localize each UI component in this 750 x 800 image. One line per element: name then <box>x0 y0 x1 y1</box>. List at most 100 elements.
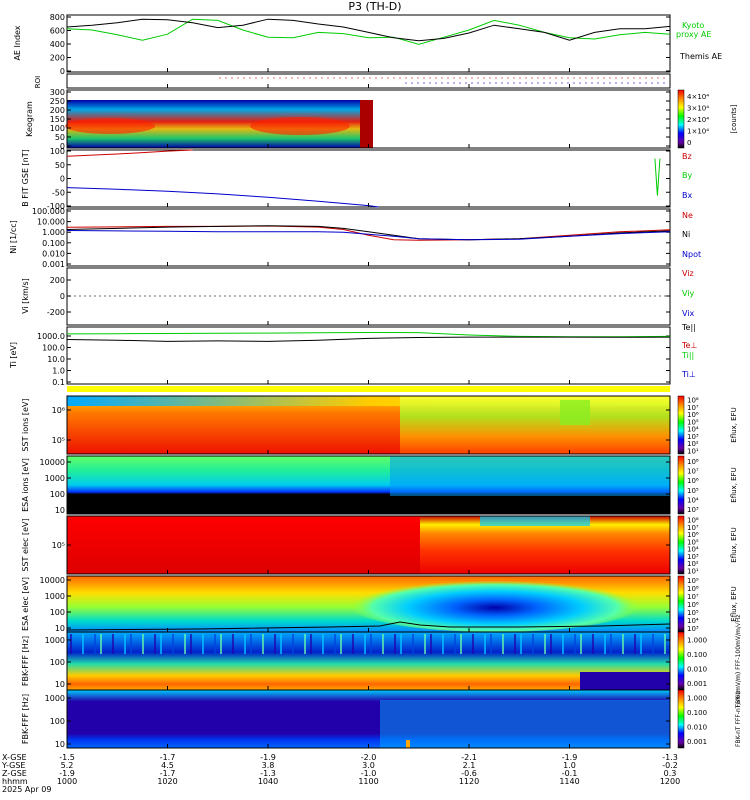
keogram-colorbar-tick-label: 3×10⁴ <box>687 104 709 112</box>
fbk-edc-stripe <box>262 634 264 654</box>
ae-frame <box>66 14 671 73</box>
esa-elec-colorbar-tick-label: 10⁸ <box>687 585 699 593</box>
roi-dot <box>447 77 449 79</box>
velocity-dot <box>649 295 651 297</box>
velocity-dot <box>319 295 321 297</box>
velocity-dot <box>379 295 381 297</box>
sst-ion-ylabel: SST ions [eV] <box>21 398 30 451</box>
velocity-dot <box>459 295 461 297</box>
fbk-edc-stripe <box>442 634 444 654</box>
velocity-dot <box>659 295 661 297</box>
keogram-ytick-label: 100 <box>50 124 65 133</box>
roi-dot <box>453 82 455 84</box>
velocity-dot <box>504 295 506 297</box>
velocity-dot <box>119 295 121 297</box>
fbk-edc-dark-region <box>580 672 670 690</box>
keogram-ylabel: Keogram <box>25 101 34 137</box>
velocity-dot <box>214 295 216 297</box>
velocity-dot <box>479 295 481 297</box>
roi-dot <box>639 77 641 79</box>
roi-dot <box>411 82 413 84</box>
fbk-edc-stripe <box>184 634 186 654</box>
velocity-dot <box>134 295 136 297</box>
velocity-dot <box>294 295 296 297</box>
fbk-edc-stripe <box>370 634 372 654</box>
esa-elec-ytick-label: 10000 <box>40 576 65 585</box>
roi-dot <box>603 82 605 84</box>
sst-ion-axis: 10⁶ 10⁵ <box>52 406 670 445</box>
roi-dot <box>243 77 245 79</box>
sst-ion-colorbar-tick-label: 10⁶ <box>687 411 699 419</box>
velocity-dot <box>309 295 311 297</box>
fbk-edc-stripe <box>202 634 204 654</box>
fbk-edc-stripe <box>574 634 576 654</box>
velocity-dot <box>159 295 161 297</box>
fbk-edc-stripe <box>244 634 246 654</box>
roi-dot <box>573 82 575 84</box>
fbk-scm-colorbar <box>677 689 685 749</box>
velocity-dot <box>79 295 81 297</box>
roi-dot <box>255 77 257 79</box>
velocity-frame <box>66 267 671 326</box>
velocity-dot <box>269 295 271 297</box>
fbk-edc-stripe <box>352 634 354 654</box>
velocity-dot <box>179 295 181 297</box>
roi-dot <box>549 77 551 79</box>
roi-dot <box>537 82 539 84</box>
esa-ion-ylabel: ESA ions [eV] <box>21 458 30 512</box>
fbk-edc-stripe <box>472 634 474 654</box>
sst-ion-colorbar-tick-label: 10⁸ <box>687 397 699 405</box>
ephemeris-value: -2.1 <box>461 753 477 762</box>
temperature-ytick-label: 1.0 <box>52 367 65 376</box>
keogram-ytick-label: 300 <box>50 88 65 97</box>
density-ytick-label: 1.000 <box>42 228 65 237</box>
roi-dot <box>645 82 647 84</box>
roi-ylabel: ROI <box>34 76 42 88</box>
keogram-colorbar-label: [counts] <box>730 104 738 133</box>
velocity-dot <box>624 295 626 297</box>
velocity-dot <box>569 295 571 297</box>
velocity-dot <box>469 295 471 297</box>
velocity-dot <box>284 295 286 297</box>
roi-dot <box>231 77 233 79</box>
velocity-dot <box>94 295 96 297</box>
ephemeris-value: -2.0 <box>361 753 377 762</box>
fbk-scm-colorbar-label: FBK-nT FFF-nT/√Hz <box>735 691 742 747</box>
roi-dot <box>621 77 623 79</box>
ephemeris-row-label: X-GSE <box>2 753 27 762</box>
ephemeris-value: 1100 <box>358 777 378 786</box>
roi-dot <box>597 77 599 79</box>
esa-ion-blue-region <box>390 456 670 496</box>
roi-dot <box>513 77 515 79</box>
roi-dot <box>405 77 407 79</box>
esa-ion-ytick-label: 1000 <box>45 474 65 483</box>
roi-dot <box>315 77 317 79</box>
sst-elec-ylabel: SST elec [eV] <box>21 518 30 571</box>
density-series-line <box>66 225 671 241</box>
roi-dot <box>399 77 401 79</box>
legend-npot: Npot <box>682 250 701 259</box>
fbk-edc-stripe <box>622 634 624 654</box>
roi-dot <box>567 82 569 84</box>
velocity-dot <box>139 295 141 297</box>
fbk-edc-stripe <box>550 634 552 654</box>
roi-dot <box>609 77 611 79</box>
ephemeris-value: -1.7 <box>160 753 176 762</box>
fbk-edc-stripe <box>124 634 126 654</box>
velocity-dot <box>399 295 401 297</box>
esa-elec-colorbar-tick-label: 10⁶ <box>687 601 699 609</box>
velocity-dot <box>494 295 496 297</box>
roi-dot <box>507 77 509 79</box>
esa-ion-axis: 10000 1000 100 10 <box>40 458 670 515</box>
roi-dot <box>555 77 557 79</box>
fbk-edc-stripe <box>454 634 456 654</box>
roi-dot <box>447 82 449 84</box>
fbk-edc-stripe <box>130 634 132 654</box>
velocity-dot <box>84 295 86 297</box>
velocity-dot <box>614 295 616 297</box>
velocity-dot <box>219 295 221 297</box>
